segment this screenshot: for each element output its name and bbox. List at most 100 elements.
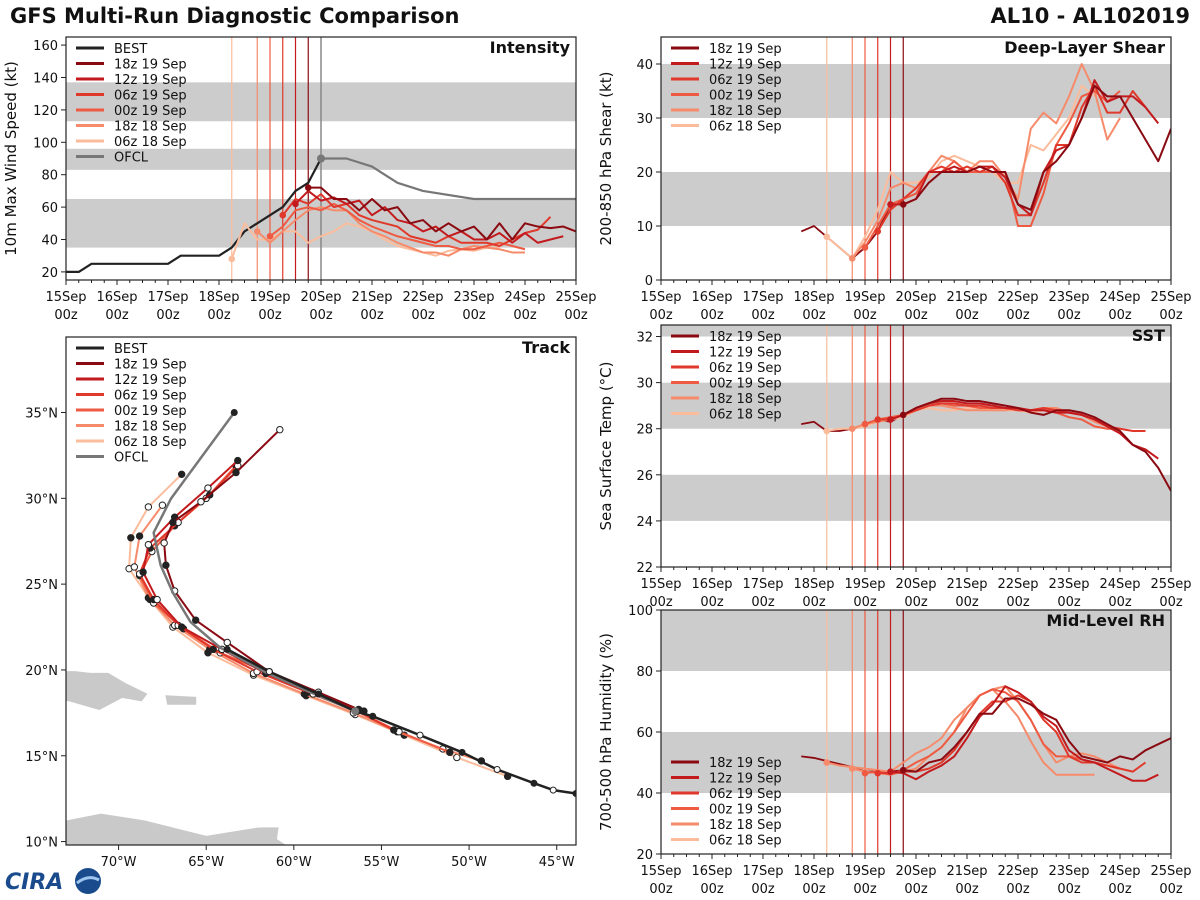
legend-label: 06z 19 Sep [709,787,782,802]
x-tick-label-date: 22Sep [997,864,1038,879]
series-init-point [874,416,882,423]
y-tick-label: 10 [636,220,653,235]
y-tick-label: 30 [636,112,653,127]
track-point [223,638,231,647]
series-line [269,202,526,251]
intensity-plot-area [66,37,576,280]
legend-label: 12z 19 Sep [709,772,782,787]
series-init-point [874,228,882,235]
x-tick-label-hour: 00z [1057,882,1081,897]
legend-label: 06z 18 Sep [709,834,782,849]
ofcl-end-point [230,409,238,417]
x-tick-label-hour: 00z [309,308,333,323]
x-tick-label-date: 16Sep [691,290,732,305]
legend-label: 06z 19 Sep [114,389,187,404]
best-point [549,786,557,794]
y-tick-label: 40 [41,234,58,249]
logo-text: CIRA [5,870,63,895]
panel-title: Track [522,338,570,357]
track-point [135,532,144,540]
track-point [162,561,170,569]
track-point [204,484,212,492]
track-point [153,595,161,604]
track-point [232,468,240,477]
x-tick-label-date: 23Sep [1048,864,1089,879]
x-tick-label-date: 17Sep [742,577,783,592]
y-tick-label: 140 [33,72,58,87]
x-tick-label-hour: 00z [649,308,673,323]
shaded-band [661,474,1171,521]
x-tick-label-date: 16Sep [96,290,137,305]
legend-label: 18z 18 Sep [709,104,782,119]
x-tick-label-hour: 00z [649,882,673,897]
series-line [890,685,1159,782]
series-init-point [228,255,236,263]
series-init-point [874,769,882,777]
x-tick-label-date: 25Sep [1150,864,1191,879]
x-tick-label-hour: 00z [462,308,486,323]
y-tick-label: 80 [636,665,653,680]
x-tick-label-hour: 00z [751,308,775,323]
x-tick-label-hour: 00z [700,308,724,323]
x-tick-label-hour: 00z [1006,882,1030,897]
sst-panel: 22 24 26 28 30 32 15Sep 00z 16Sep 00z 17Sep 00z 18Se… [597,324,1192,610]
x-tick-label-hour: 00z [1108,595,1132,610]
best-point [493,765,501,773]
x-tick-label-date: 15Sep [640,290,681,305]
x-tick-label-hour: 00z [513,308,537,323]
legend-label: 18z 19 Sep [709,42,782,57]
x-tick-label-date: 15Sep [640,864,681,879]
best-point [530,779,538,787]
shaded-band [661,325,1171,337]
x-tick-label-date: 19Sep [844,577,885,592]
cira-logo: CIRA [5,868,101,895]
y-axis-label: 200-850 hPa Shear (kt) [597,72,615,246]
y-tick-label: 100 [628,604,653,619]
x-tick-label-date: 17Sep [742,290,783,305]
series-line [902,84,1171,211]
y-tick-label: 0 [645,274,653,289]
legend-label: OFCL [114,451,149,466]
best-point [416,731,424,739]
best-point [458,748,466,756]
track-line [138,465,395,731]
series-line [890,79,1160,217]
y-tick-label: 60 [41,201,58,216]
panel-title: Deep-Layer Shear [1004,38,1165,57]
series-line [826,84,1096,260]
legend-label: 00z 19 Sep [709,89,782,104]
land-south-america [66,813,286,845]
series-line [281,193,552,247]
track-point [130,563,139,571]
x-tick-label-hour: 00z [700,595,724,610]
track-point [453,753,461,762]
x-tick-label-date: 22Sep [402,290,443,305]
x-tick-label-hour: 00z [1006,595,1030,610]
ofcl-line [321,157,576,201]
best-line [66,157,322,273]
series-init-point [848,765,856,772]
legend-label: 00z 19 Sep [114,404,187,419]
intensity-panel: 20 40 60 80 100 120 140 160 15Sep 00z 16Sep 00z 17Se… [2,36,597,323]
x-tick-label-hour: 00z [904,595,928,610]
series-line [851,63,1121,260]
x-tick-label-date: 24Sep [1099,864,1140,879]
series-init-point [887,201,894,208]
track-point [390,726,398,734]
y-axis-label: Sea Surface Temp (°C) [597,361,615,530]
x-tick-label-date: 16Sep [691,864,732,879]
track-line [128,473,508,778]
y-axis-label: 10m Max Wind Speed (kt) [2,61,20,256]
x-tick-label-date: 20Sep [300,290,341,305]
track-plot-area [66,409,576,845]
legend-label: OFCL [114,151,149,166]
series-init-point [304,184,312,191]
y-tick-label: 40 [636,787,653,802]
panel-title: Intensity [490,38,571,57]
track-point [144,540,153,549]
track-point [158,501,167,509]
x-tick-label-hour: 00z [904,308,928,323]
ofcl-start-point [351,707,360,716]
y-tick-label: 26 [636,469,653,484]
series-init-point [899,411,907,419]
